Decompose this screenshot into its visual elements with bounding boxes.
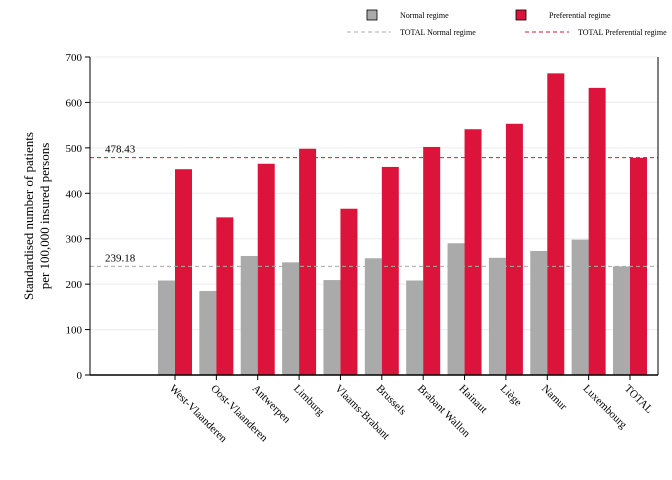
x-tick-label: TOTAL [622, 383, 655, 416]
legend-label: Preferential regime [549, 11, 611, 20]
y-tick-label: 200 [66, 279, 83, 291]
legend-label: TOTAL Preferential regime [578, 28, 667, 37]
x-tick-label: Antwerpen [250, 383, 293, 426]
bar-normal [364, 258, 382, 375]
y-tick-label: 100 [66, 325, 83, 337]
bar-preferential [588, 87, 606, 376]
bar-normal [571, 239, 589, 375]
legend-label: TOTAL Normal regime [400, 28, 476, 37]
x-tick-label: Namur [539, 383, 569, 413]
bar-preferential [423, 146, 441, 375]
reference-line-label: 478.43 [105, 144, 136, 156]
y-tick-label: 300 [66, 234, 83, 246]
x-tick-label: Liège [498, 383, 524, 409]
bars [158, 73, 647, 376]
bar-preferential [299, 148, 317, 375]
bar-preferential [381, 166, 399, 375]
bar-preferential [547, 73, 565, 376]
y-tick-label: 600 [66, 97, 83, 109]
y-axis-label: Standardised number of patientsper 100,0… [21, 132, 52, 300]
y-axis-label-line: Standardised number of patients [21, 132, 36, 300]
x-tick-label: Brussels [374, 383, 409, 418]
y-tick-label: 0 [77, 370, 83, 382]
bar-normal [282, 262, 300, 375]
bar-normal [323, 280, 341, 375]
legend-swatch [515, 9, 527, 21]
bar-normal [158, 280, 175, 375]
bar-preferential [216, 217, 234, 375]
y-tick-label: 500 [66, 143, 83, 155]
legend: Normal regime Preferential regime TOTAL No… [347, 9, 667, 37]
axes: 0100200300400500600700West-VlaanderenOos… [66, 52, 659, 445]
x-tick-label: Hainaut [456, 383, 489, 416]
x-tick-label: Limburg [291, 383, 327, 419]
bar-normal [488, 257, 506, 375]
reference-line-label: 239.18 [105, 252, 136, 264]
y-axis-title: Standardised number of patientsper 100,0… [21, 132, 52, 300]
reference-lines: 239.18 478.43 [90, 144, 658, 267]
bar-normal [199, 290, 217, 375]
bar-preferential [340, 208, 358, 375]
y-tick-label: 400 [66, 188, 83, 200]
legend-label: Normal regime [400, 11, 449, 20]
bar-preferential [257, 163, 275, 375]
bar-normal [613, 266, 630, 375]
y-axis-label-line: per 100,000 insured persons [37, 143, 52, 290]
bar-normal [406, 280, 424, 375]
y-tick-label: 700 [66, 52, 83, 64]
legend-swatch [366, 9, 378, 21]
bar-preferential [464, 129, 482, 375]
bar-normal [447, 243, 465, 375]
bar-normal [240, 255, 258, 375]
bar-normal [530, 250, 548, 375]
bar-preferential [175, 169, 192, 375]
bar-preferential [505, 123, 523, 375]
